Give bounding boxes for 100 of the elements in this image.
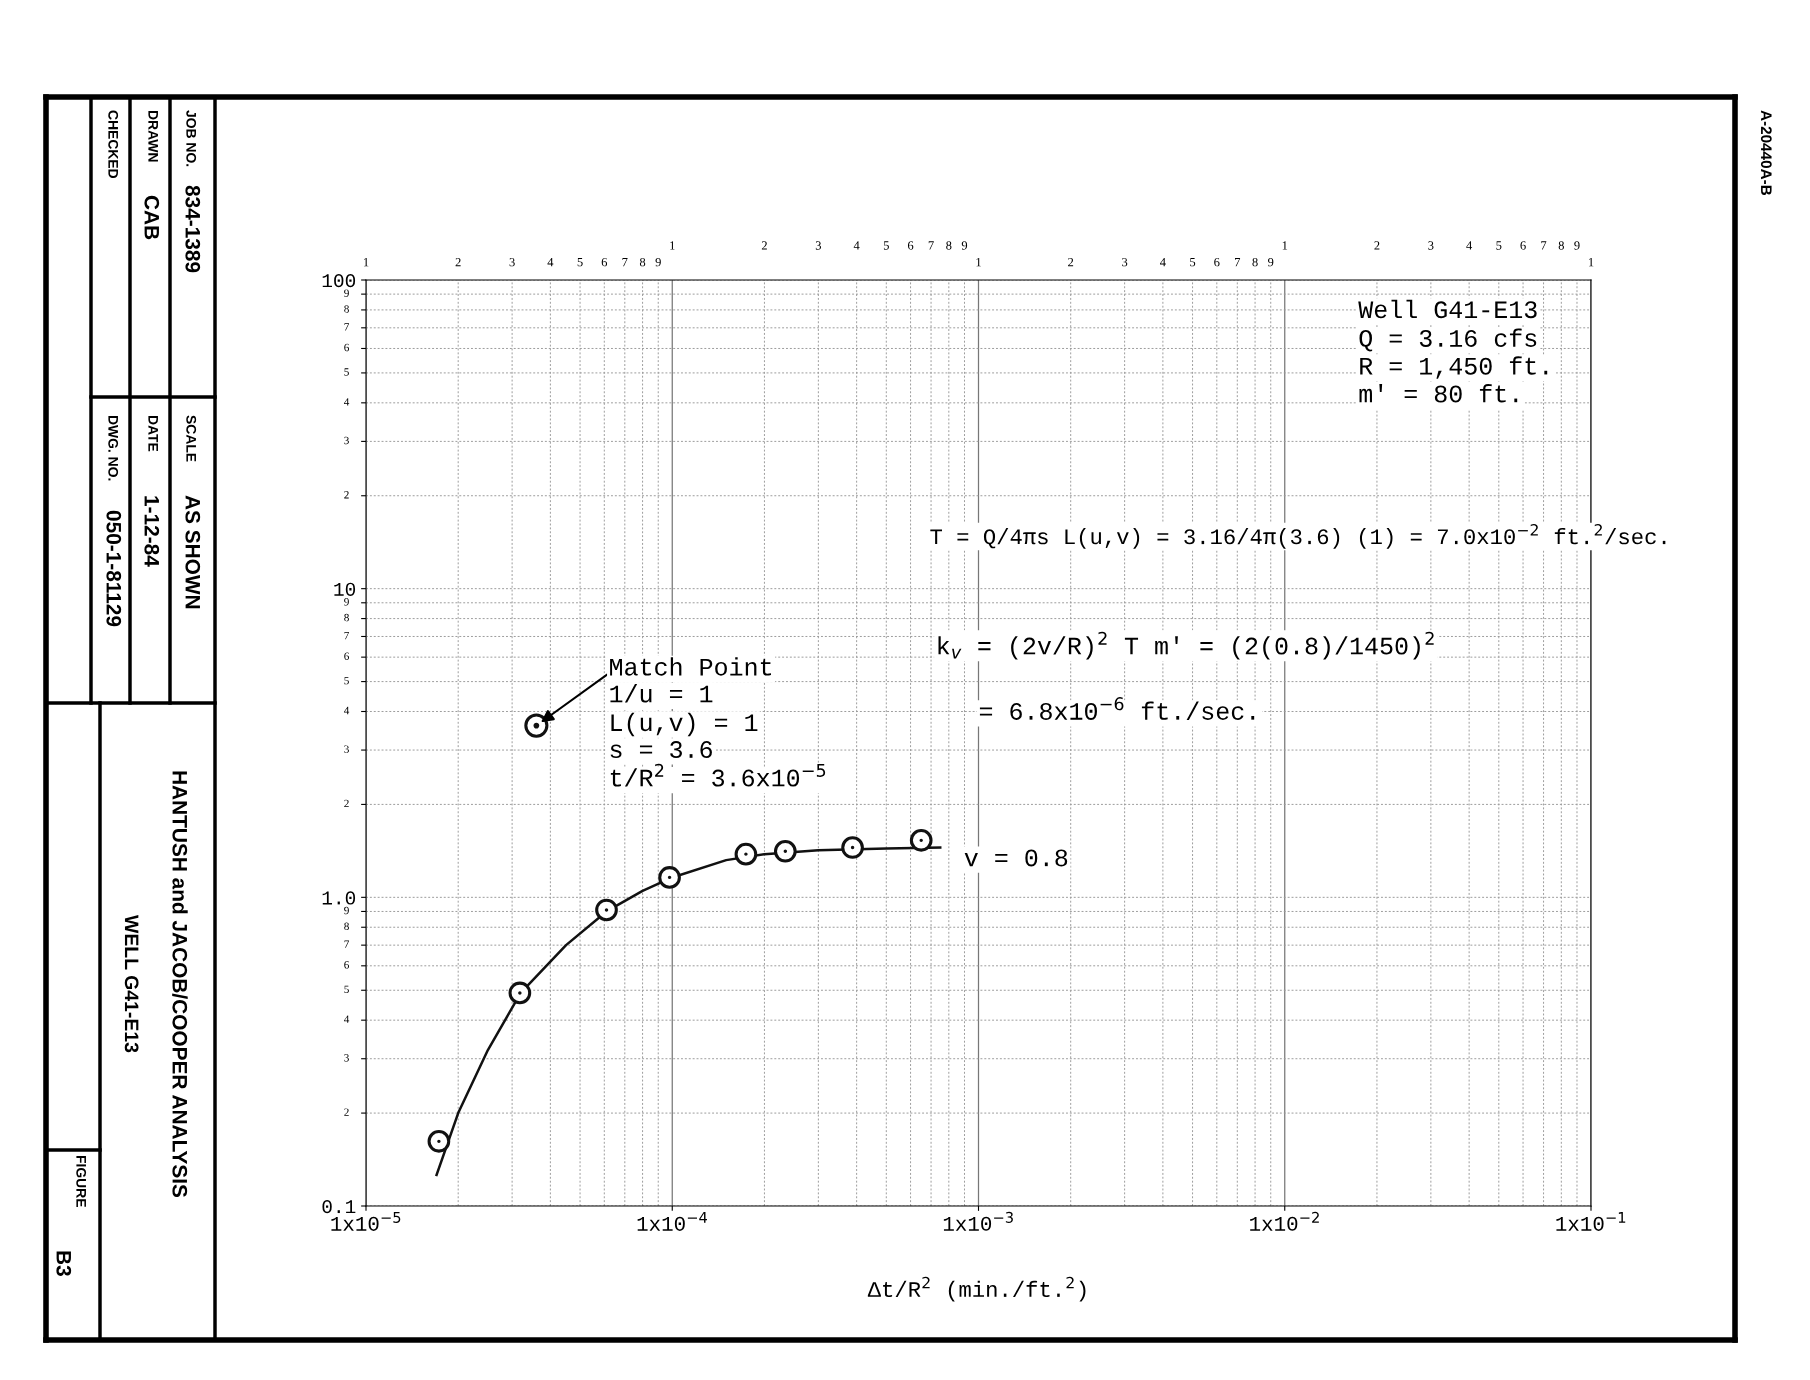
text: B3 xyxy=(56,1251,72,1276)
x-tick-label: 1x10$^{−1}$ xyxy=(1556,1212,1626,1231)
annotation: T = Q/4πs L(u,v) = 3.16/4π(3.6) (1) = 7.0x10$^{−2}$ ft.$^{2}$/sec. xyxy=(930,524,1666,549)
text: 1-12-84 xyxy=(144,496,160,567)
text: 9 xyxy=(961,241,968,250)
text: 1 xyxy=(363,257,369,267)
text: 2 xyxy=(344,799,349,808)
text: 7 xyxy=(344,631,350,640)
text: 2 xyxy=(1374,241,1380,250)
text: DRAWN xyxy=(148,110,158,162)
text: 3 xyxy=(344,1054,349,1062)
text: A-20440A-B xyxy=(1760,110,1772,196)
text: 7 xyxy=(1235,258,1241,267)
text: 6 xyxy=(601,257,608,267)
text: 5 xyxy=(1190,258,1196,267)
text: JOB NO. xyxy=(186,110,197,167)
x-tick-label: 1x10$^{−3}$ xyxy=(943,1211,1013,1231)
text: 8 xyxy=(946,241,952,250)
text: 2 xyxy=(455,257,461,267)
text: 9 xyxy=(1574,241,1580,250)
text: 5 xyxy=(344,985,349,994)
text: 3 xyxy=(815,241,822,250)
text: WELL G41-E13 xyxy=(124,915,139,1053)
text: 9 xyxy=(655,257,661,267)
y-tick-label: 10 xyxy=(334,582,356,596)
text: 9 xyxy=(344,289,349,297)
annotation: t/R$^{2}$ = 3.6x10$^{−5}$ xyxy=(610,763,826,787)
text: 4 xyxy=(343,1015,350,1023)
text: 8 xyxy=(1252,257,1258,267)
text: 8 xyxy=(639,257,646,267)
text: 5 xyxy=(344,676,349,685)
text: 8 xyxy=(344,922,349,931)
text: 8 xyxy=(344,305,349,313)
annotation: L(u,v) = 1 xyxy=(611,712,758,737)
text: 2 xyxy=(344,1108,349,1116)
text: 050-1-81129 xyxy=(106,510,122,627)
text: 8 xyxy=(344,613,349,622)
text: 1 xyxy=(1588,257,1594,267)
text: 1 xyxy=(976,257,981,267)
text: FIGURE xyxy=(76,1155,87,1207)
text: 7 xyxy=(344,323,350,331)
text: 6 xyxy=(344,343,349,352)
text: 5 xyxy=(577,258,583,267)
x-tick-label: 1x10$^{−5}$ xyxy=(331,1212,401,1231)
y-tick-label: 100 xyxy=(322,274,356,288)
text: 8 xyxy=(1558,241,1564,250)
annotation: Match Point xyxy=(610,657,771,676)
annotation: 1/u = 1 xyxy=(610,684,713,703)
text: 4 xyxy=(547,258,554,267)
text: 2 xyxy=(761,241,767,250)
text: DATE xyxy=(148,415,158,452)
text: 3 xyxy=(1428,241,1434,250)
text: 1 xyxy=(670,241,675,250)
text: AS SHOWN xyxy=(185,495,201,609)
text: 6 xyxy=(1520,241,1526,250)
text: 4 xyxy=(343,706,350,715)
x-tick-label: 1x10$^{−4}$ xyxy=(637,1212,707,1231)
annotation: Well G41-E13 xyxy=(1358,299,1537,319)
text: 5 xyxy=(1496,241,1502,250)
annotation: v = 0.8 xyxy=(964,849,1068,867)
text: 9 xyxy=(1268,257,1274,267)
text: 5 xyxy=(344,368,349,376)
text: 6 xyxy=(344,652,349,660)
y-tick-label: 0.1 xyxy=(322,1200,356,1214)
annotation: R = 1,450 ft. xyxy=(1360,356,1548,379)
text: 1 xyxy=(1282,241,1288,250)
text: 3 xyxy=(344,436,349,445)
text: 9 xyxy=(344,598,349,606)
text: HANTUSH and JACOB/COOPER ANALYSIS xyxy=(172,771,188,1198)
text: 2 xyxy=(344,491,349,499)
text: CHECKED xyxy=(108,110,119,179)
text: Δt/R$^{2}$ (min./ft.$^{2}$) xyxy=(867,1276,1086,1302)
text: 2 xyxy=(1068,257,1074,267)
text: 6 xyxy=(1214,257,1220,267)
text: 4 xyxy=(1160,258,1166,267)
x-tick-label: 1x10$^{−2}$ xyxy=(1250,1211,1319,1231)
text: 4 xyxy=(343,398,350,406)
annotation: m' = 80 ft. xyxy=(1359,384,1518,403)
text: 7 xyxy=(622,258,628,267)
text: 7 xyxy=(344,940,350,948)
text: 7 xyxy=(928,241,934,250)
text: 4 xyxy=(853,241,860,250)
annotation: = 6.8x10$^{−6}$ ft./sec. xyxy=(979,697,1255,720)
annotation: s = 3.6 xyxy=(610,741,712,759)
text: 7 xyxy=(1541,241,1547,250)
text: DWG. NO. xyxy=(108,415,119,481)
text: 6 xyxy=(907,241,914,250)
text: 834-1389 xyxy=(185,185,201,273)
text: 4 xyxy=(1466,241,1473,250)
text: 3 xyxy=(509,257,515,267)
annotation: Q = 3.16 cfs xyxy=(1359,328,1537,352)
text: 9 xyxy=(344,906,349,915)
text: 6 xyxy=(344,961,349,969)
text: SCALE xyxy=(186,415,197,462)
y-tick-label: 1.0 xyxy=(322,891,356,905)
text: CAB xyxy=(144,195,160,240)
text: 3 xyxy=(344,745,349,753)
annotation: k$_{v}$ = (2v/R)$^{2}$ T m' = (2(0.8)/1450)$^{2}$ xyxy=(938,631,1434,660)
text: 5 xyxy=(883,241,889,250)
text: 3 xyxy=(1122,257,1128,267)
